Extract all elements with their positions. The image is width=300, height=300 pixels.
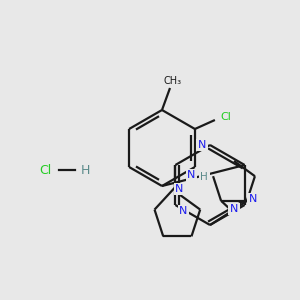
Text: N: N (198, 140, 206, 150)
Text: Cl: Cl (39, 164, 51, 176)
Text: N: N (187, 170, 196, 181)
Text: N: N (248, 194, 257, 204)
Text: CH₃: CH₃ (164, 76, 182, 86)
Text: N: N (175, 184, 184, 194)
Text: H: H (80, 164, 90, 176)
Text: Cl: Cl (220, 112, 231, 122)
Text: N: N (230, 204, 238, 214)
Text: H: H (200, 172, 208, 182)
Text: N: N (179, 206, 188, 216)
